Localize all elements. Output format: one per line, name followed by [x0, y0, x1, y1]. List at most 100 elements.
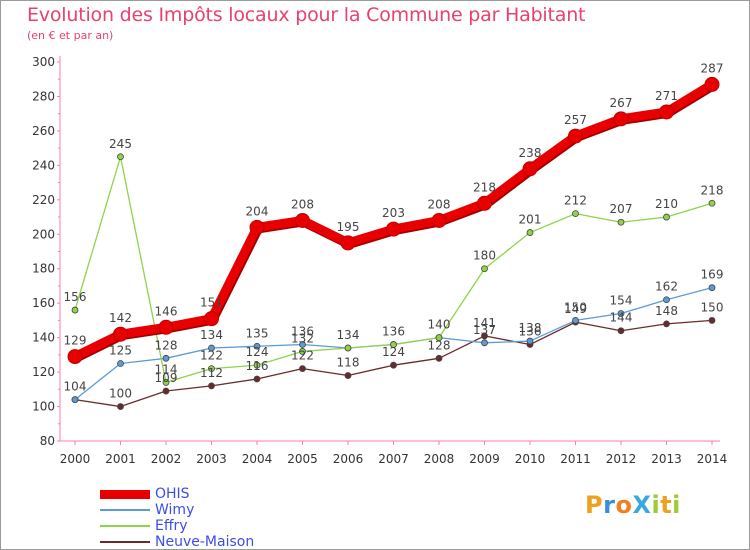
logo-letter: P — [585, 491, 604, 519]
data-point — [481, 339, 488, 347]
data-point — [663, 213, 670, 221]
data-label: 112 — [200, 366, 223, 380]
data-point — [526, 229, 534, 236]
data-label: 140 — [428, 318, 451, 332]
data-label: 146 — [155, 304, 178, 318]
legend-label: Neuve-Maison — [155, 534, 255, 550]
data-label: 114 — [155, 362, 178, 376]
data-point — [386, 221, 401, 237]
x-tick-label: 2013 — [651, 452, 682, 466]
data-point — [117, 360, 124, 367]
data-point — [113, 326, 128, 342]
data-point — [617, 310, 625, 317]
y-tick-label: 200 — [32, 227, 55, 241]
data-label: 129 — [64, 334, 87, 348]
data-label: 136 — [382, 325, 405, 339]
data-point — [249, 219, 265, 235]
data-label: 245 — [109, 137, 132, 151]
data-point — [708, 317, 716, 324]
data-label: 169 — [701, 268, 724, 282]
data-point — [208, 382, 215, 390]
data-point — [390, 361, 397, 369]
x-tick-label: 2011 — [560, 452, 591, 466]
data-point — [663, 320, 670, 328]
data-point — [295, 212, 310, 228]
x-tick-label: 2007 — [378, 452, 409, 466]
x-tick-label: 2014 — [697, 452, 728, 466]
data-label: 150 — [564, 300, 587, 314]
y-tick-label: 260 — [32, 124, 55, 138]
chart-subtitle: (en € et par an) — [27, 29, 114, 42]
data-point — [526, 337, 534, 345]
data-label: 218 — [701, 183, 724, 197]
data-point — [659, 104, 674, 120]
data-label: 204 — [246, 204, 269, 218]
y-tick-label: 300 — [32, 55, 55, 69]
x-tick-label: 2000 — [60, 452, 91, 466]
data-point — [71, 396, 79, 404]
data-label: 207 — [610, 202, 633, 216]
data-point — [708, 284, 716, 292]
data-label: 136 — [291, 325, 314, 339]
x-tick-label: 2008 — [424, 452, 455, 466]
x-tick-label: 2005 — [287, 452, 318, 466]
data-label: 154 — [610, 294, 633, 308]
proxiti-logo: ProXiti — [585, 491, 681, 519]
data-point — [162, 387, 170, 395]
x-tick-label: 2012 — [606, 452, 637, 466]
data-point — [208, 365, 215, 373]
data-point — [617, 218, 625, 226]
legend-label: OHIS — [155, 486, 190, 502]
x-tick-label: 2006 — [333, 452, 364, 466]
data-point — [204, 311, 219, 327]
data-label: 138 — [519, 321, 542, 335]
data-label: 118 — [337, 356, 360, 370]
x-tick-label: 2004 — [242, 452, 273, 466]
data-label: 136 — [519, 325, 542, 339]
data-label: 149 — [564, 302, 587, 316]
data-label: 218 — [473, 180, 496, 194]
y-tick-label: 240 — [32, 158, 55, 172]
data-label: 203 — [382, 206, 405, 220]
data-label: 141 — [473, 316, 496, 330]
data-label: 124 — [382, 345, 405, 359]
data-label: 208 — [291, 197, 314, 211]
data-label: 180 — [473, 249, 496, 263]
data-point — [117, 403, 124, 410]
logo-letter: t — [660, 491, 673, 519]
data-label: 257 — [564, 113, 587, 127]
data-point — [663, 296, 670, 304]
legend-item-neuve-maison: Neuve-Maison — [100, 534, 320, 550]
legend-swatch — [100, 541, 150, 543]
data-point — [344, 344, 352, 352]
data-label: 142 — [109, 311, 132, 325]
logo-letter: X — [632, 491, 652, 519]
data-point — [704, 76, 720, 92]
data-point — [613, 111, 629, 127]
data-label: 210 — [655, 197, 678, 211]
data-point — [253, 375, 261, 383]
data-point — [340, 235, 356, 251]
data-label: 100 — [109, 387, 132, 401]
data-point — [299, 365, 306, 373]
y-tick-label: 220 — [32, 193, 55, 207]
data-point — [158, 319, 174, 335]
data-label: 125 — [109, 343, 132, 357]
data-point — [572, 210, 579, 218]
logo-letter: r — [603, 491, 616, 519]
data-point — [572, 317, 579, 324]
y-tick-label: 160 — [32, 296, 55, 310]
data-label: 128 — [428, 338, 451, 352]
logo-letter: o — [615, 491, 633, 519]
data-point — [67, 349, 83, 365]
y-tick-label: 140 — [32, 331, 55, 345]
data-point — [71, 306, 79, 314]
x-tick-label: 2001 — [105, 452, 136, 466]
data-label: 109 — [155, 371, 178, 385]
x-tick-label: 2002 — [151, 452, 182, 466]
data-label: 148 — [655, 304, 678, 318]
data-point — [617, 327, 625, 335]
legend-item-ohis: OHIS — [100, 486, 320, 502]
